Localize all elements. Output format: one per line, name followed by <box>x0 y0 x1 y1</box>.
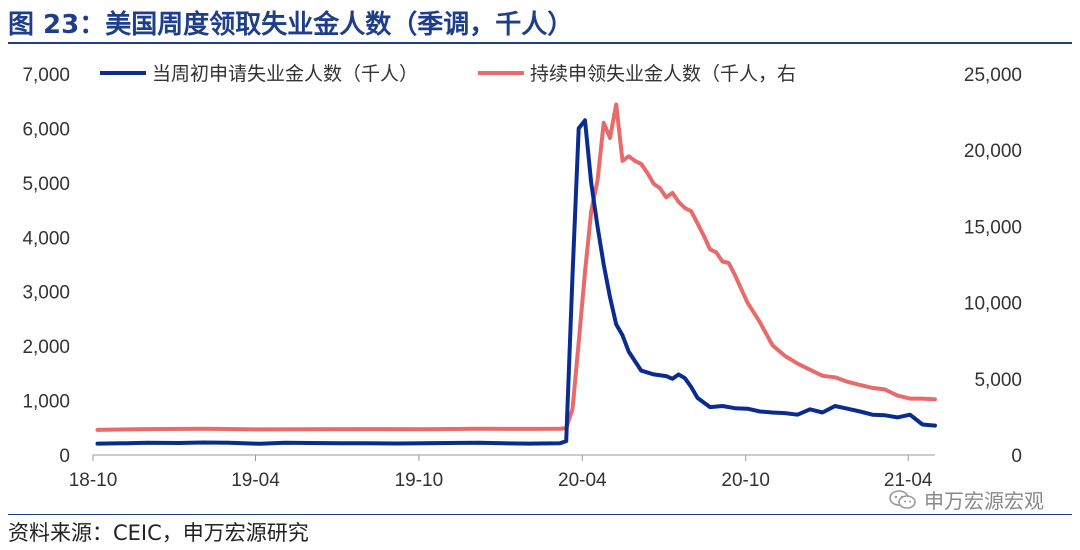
x-tick-label: 20-10 <box>721 470 770 491</box>
watermark-text: 申万宏源宏观 <box>924 489 1044 513</box>
watermark: 申万宏源宏观 <box>888 485 1044 514</box>
legend-label: 当周初申请失业金人数（千人） <box>152 63 418 85</box>
initial-claims-line <box>95 118 937 446</box>
chart-series <box>95 102 937 446</box>
chart-axes: 18-10 19-04 19-10 20-04 20-10 21-04 0 1,000 2,00… <box>22 65 1022 491</box>
wechat-icon <box>889 489 916 509</box>
x-tick-label: 20-04 <box>558 470 607 491</box>
y-right-tick-label: 15,000 <box>964 217 1022 238</box>
x-tick-label: 19-04 <box>231 470 280 491</box>
y-left-tick-label: 5,000 <box>22 174 70 195</box>
chart-canvas: 18-10 19-04 19-10 20-04 20-10 21-04 0 1,000 2,00… <box>22 63 1022 491</box>
y-left-tick-label: 7,000 <box>22 65 70 86</box>
footer-divider <box>8 514 1072 515</box>
y-right-tick-label: 5,000 <box>974 370 1022 391</box>
legend-label: 持续申领失业金人数（千人，右 <box>530 63 796 85</box>
continuing-claims-line <box>95 102 937 432</box>
y-right-tick-label: 25,000 <box>964 65 1022 86</box>
source-note: 资料来源：CEIC，申万宏源研究 <box>8 521 309 545</box>
x-tick-label: 21-04 <box>884 470 933 491</box>
y-left-tick-label: 6,000 <box>22 119 70 140</box>
y-left-tick-label: 0 <box>59 446 70 467</box>
title-divider <box>8 42 1072 44</box>
x-tick-label: 18-10 <box>69 470 118 491</box>
y-left-tick-label: 1,000 <box>22 392 70 413</box>
x-tick-label: 19-10 <box>395 470 444 491</box>
y-left-tick-label: 4,000 <box>22 228 70 249</box>
y-left-tick-label: 3,000 <box>22 283 70 304</box>
y-left-tick-label: 2,000 <box>22 337 70 358</box>
y-right-tick-label: 10,000 <box>964 294 1022 315</box>
y-right-tick-label: 20,000 <box>964 141 1022 162</box>
y-right-tick-label: 0 <box>1011 446 1022 467</box>
chart-title: 图 23：美国周度领取失业金人数（季调，千人） <box>8 10 574 40</box>
chart-legend: 当周初申请失业金人数（千人） 持续申领失业金人数（千人，右 <box>100 63 796 85</box>
